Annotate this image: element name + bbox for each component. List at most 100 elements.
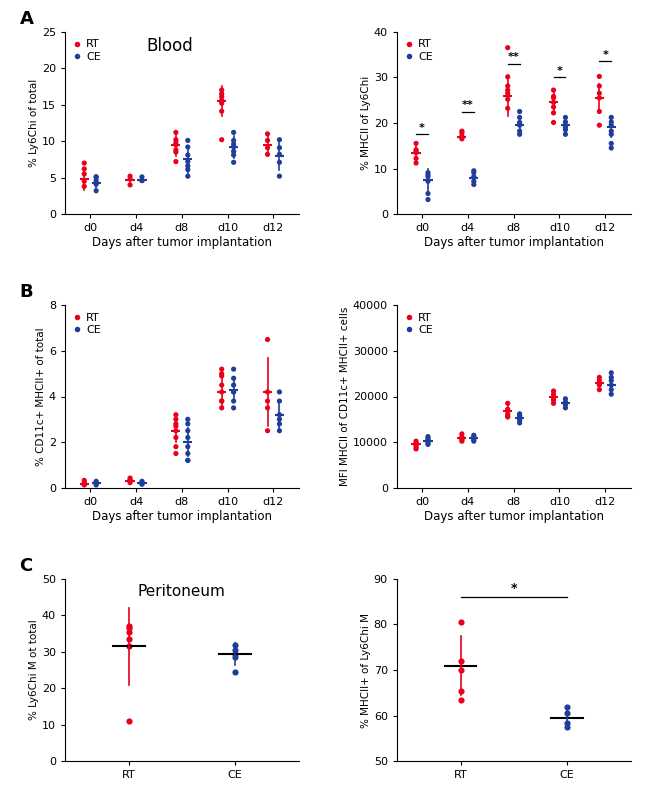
Point (274, 408, 285, 421)
Point (216, 379, 227, 392)
Point (422, 432, 433, 445)
Point (228, 140, 239, 153)
Point (549, 394, 559, 407)
Point (549, 84, 559, 97)
Point (594, 87, 604, 100)
Legend: RT, CE: RT, CE (402, 37, 435, 64)
Point (502, 397, 513, 410)
Point (183, 454, 193, 466)
Point (594, 91, 604, 104)
Point (514, 416, 525, 429)
Point (136, 477, 147, 489)
Point (91, 479, 101, 492)
Point (183, 134, 193, 147)
Point (136, 478, 147, 491)
Point (171, 408, 181, 421)
Point (263, 424, 273, 437)
Point (411, 442, 421, 455)
Point (228, 385, 239, 398)
Point (228, 156, 239, 169)
Point (606, 366, 616, 379)
Point (594, 374, 604, 387)
Point (411, 439, 421, 452)
Point (422, 169, 433, 182)
Point (606, 128, 616, 140)
Point (469, 170, 479, 183)
Point (469, 431, 479, 443)
Y-axis label: % CD11c+ MHCII+ of total: % CD11c+ MHCII+ of total (36, 328, 46, 465)
Point (606, 379, 616, 392)
Point (502, 409, 513, 422)
Point (125, 472, 135, 485)
Point (411, 441, 421, 454)
Point (79, 477, 90, 489)
Point (263, 395, 273, 408)
Point (456, 664, 466, 676)
Point (514, 111, 525, 124)
Point (229, 665, 240, 678)
Point (228, 145, 239, 158)
Point (79, 479, 90, 492)
Point (562, 716, 572, 729)
Point (171, 447, 181, 460)
Point (274, 417, 285, 430)
Point (549, 391, 559, 404)
Point (606, 388, 616, 400)
Point (171, 431, 181, 444)
Point (549, 101, 559, 113)
Point (274, 170, 285, 182)
Point (216, 87, 227, 100)
Point (183, 417, 193, 430)
Point (91, 475, 101, 488)
Point (216, 84, 227, 97)
Point (274, 156, 285, 169)
Point (171, 419, 181, 432)
Point (91, 477, 101, 489)
Point (594, 379, 604, 392)
Point (136, 475, 147, 488)
Point (411, 137, 421, 150)
Point (171, 126, 181, 139)
Point (594, 79, 604, 92)
Point (422, 175, 433, 188)
Point (229, 644, 240, 657)
Point (91, 477, 101, 490)
Text: Peritoneum: Peritoneum (138, 584, 226, 600)
Point (562, 721, 572, 734)
Point (457, 125, 467, 137)
Point (549, 90, 559, 103)
Point (183, 159, 193, 172)
Point (469, 175, 479, 188)
Point (456, 616, 466, 629)
Point (183, 140, 193, 153)
Point (228, 385, 239, 398)
Point (549, 397, 559, 410)
Point (274, 141, 285, 154)
Point (216, 367, 227, 380)
Point (502, 87, 513, 100)
Point (91, 178, 101, 190)
Point (457, 432, 467, 445)
Point (422, 193, 433, 206)
Point (457, 434, 467, 446)
Point (514, 125, 525, 137)
Point (183, 431, 193, 444)
Point (183, 413, 193, 426)
Point (469, 435, 479, 447)
Point (228, 138, 239, 151)
Point (216, 105, 227, 117)
Point (274, 148, 285, 161)
Point (422, 438, 433, 450)
Point (124, 633, 134, 646)
Point (263, 333, 273, 346)
Legend: RT, CE: RT, CE (71, 311, 103, 338)
Point (125, 173, 135, 186)
Point (560, 119, 571, 132)
Point (79, 474, 90, 487)
Point (274, 424, 285, 437)
Point (549, 91, 559, 104)
Point (274, 133, 285, 146)
Point (606, 119, 616, 132)
Point (514, 105, 525, 118)
Point (91, 170, 101, 183)
